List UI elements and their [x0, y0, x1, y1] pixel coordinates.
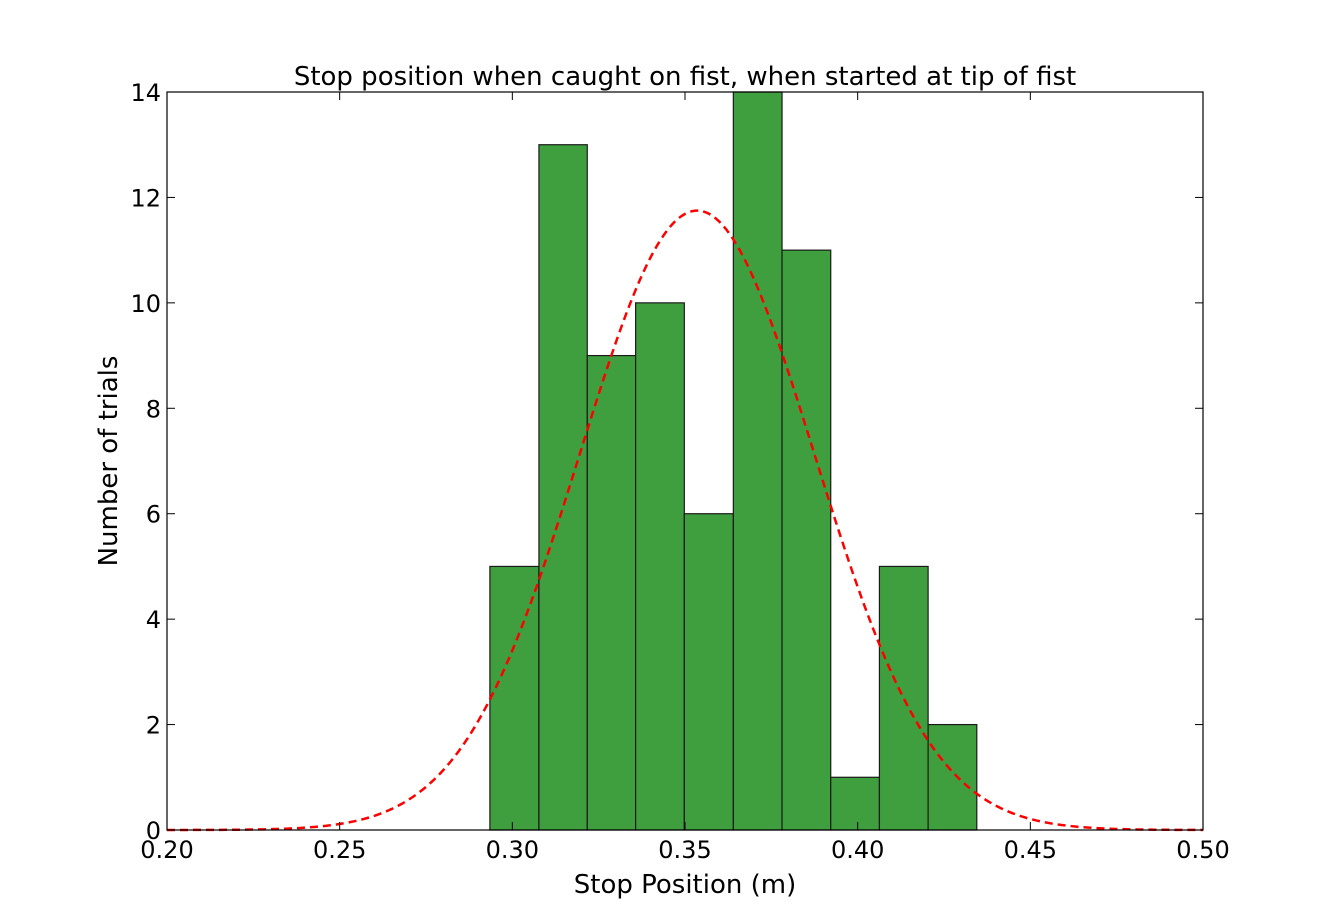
histogram-bar-5	[683, 513, 734, 831]
bars-group	[489, 91, 978, 831]
histogram-bar-2	[538, 144, 588, 831]
histogram-bar-7	[781, 249, 832, 831]
histogram-bar-9	[878, 565, 929, 831]
x-tick-label: 0.25	[313, 836, 366, 864]
y-tick-label: 10	[130, 290, 161, 318]
chart-title: Stop position when caught on fist, when …	[294, 62, 1076, 92]
y-axis-ticks: 0 2 4 6 8 10 12 14	[130, 79, 1203, 845]
y-axis-label: Number of trials	[94, 356, 124, 567]
x-axis-ticks: 0.20 0.25 0.30 0.35 0.40 0.45 0.50	[140, 92, 1230, 864]
y-tick-label: 6	[146, 501, 161, 529]
y-tick-label: 4	[146, 606, 161, 634]
histogram-bar-1	[489, 565, 540, 831]
x-tick-label: 0.20	[140, 836, 193, 864]
histogram-bar-6	[732, 91, 783, 831]
x-tick-label: 0.50	[1176, 836, 1229, 864]
x-tick-label: 0.45	[1004, 836, 1057, 864]
y-tick-label: 2	[146, 712, 161, 740]
x-tick-label: 0.30	[486, 836, 539, 864]
y-tick-label: 14	[130, 79, 161, 107]
x-axis-label: Stop Position (m)	[574, 870, 797, 900]
histogram-bar-4	[635, 302, 685, 831]
y-tick-label: 8	[146, 395, 161, 423]
histogram-bar-3	[586, 354, 637, 831]
x-tick-label: 0.40	[831, 836, 884, 864]
histogram-bar-10	[927, 723, 978, 831]
y-tick-label: 0	[146, 817, 161, 845]
y-tick-label: 12	[130, 184, 161, 212]
histogram-bar-8	[830, 776, 881, 831]
x-tick-label: 0.35	[658, 836, 711, 864]
